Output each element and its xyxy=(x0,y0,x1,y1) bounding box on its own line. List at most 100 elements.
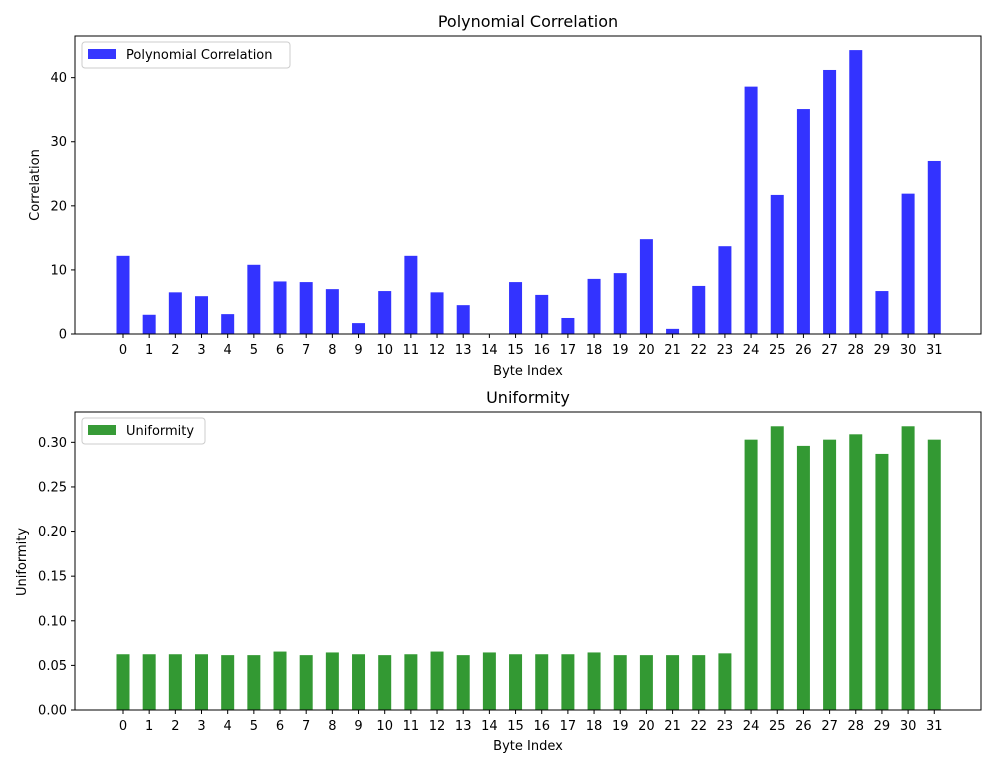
bar-17 xyxy=(561,317,575,334)
x-tick-label: 10 xyxy=(376,343,393,358)
y-tick-label: 20 xyxy=(50,199,67,214)
bar-23 xyxy=(718,246,732,334)
bar-5 xyxy=(247,655,261,710)
bar-13 xyxy=(456,305,470,334)
bar-11 xyxy=(404,654,418,710)
x-tick-label: 13 xyxy=(455,343,472,358)
bar-25 xyxy=(770,426,784,710)
bar-20 xyxy=(639,239,653,334)
bar-10 xyxy=(378,655,392,710)
bar-13 xyxy=(456,655,470,710)
x-tick-label: 16 xyxy=(533,719,550,734)
x-tick-label: 16 xyxy=(533,343,550,358)
x-tick-label: 22 xyxy=(690,719,707,734)
x-tick-label: 8 xyxy=(328,343,336,358)
bar-30 xyxy=(901,426,915,710)
y-tick-label: 0.00 xyxy=(38,704,67,719)
x-tick-label: 9 xyxy=(354,343,362,358)
y-tick-label: 0.25 xyxy=(38,480,67,495)
x-tick-label: 18 xyxy=(586,719,603,734)
y-tick-label: 0.20 xyxy=(38,525,67,540)
bar-21 xyxy=(666,655,680,710)
x-tick-label: 1 xyxy=(145,343,153,358)
legend: Uniformity xyxy=(81,417,206,445)
bar-27 xyxy=(823,69,837,334)
y-ticks: 0.00 0.05 0.10 0.15 0.20 0.25 0.30 xyxy=(38,436,75,719)
legend-label: Uniformity xyxy=(126,424,194,439)
x-tick-label: 1 xyxy=(145,719,153,734)
bar-6 xyxy=(273,281,287,334)
bar-28 xyxy=(849,50,863,334)
bar-22 xyxy=(692,285,706,334)
bar-19 xyxy=(613,655,627,710)
bar-4 xyxy=(221,314,235,334)
bar-15 xyxy=(509,282,523,334)
bar-18 xyxy=(587,278,601,334)
bar-17 xyxy=(561,654,575,710)
x-tick-label: 14 xyxy=(481,719,498,734)
y-tick-label: 0 xyxy=(59,328,67,343)
x-tick-label: 10 xyxy=(376,719,393,734)
legend-box xyxy=(81,41,291,69)
x-tick-label: 0 xyxy=(119,719,127,734)
x-tick-label: 29 xyxy=(874,719,891,734)
bar-31 xyxy=(927,160,941,334)
x-tick-label: 17 xyxy=(560,719,577,734)
x-tick-label: 28 xyxy=(847,343,864,358)
legend-box xyxy=(81,417,206,445)
x-tick-label: 7 xyxy=(302,343,310,358)
x-tick-label: 20 xyxy=(638,343,655,358)
bar-7 xyxy=(299,282,313,334)
y-axis-label: Correlation xyxy=(28,149,43,221)
x-tick-label: 26 xyxy=(795,719,812,734)
x-tick-label: 15 xyxy=(507,719,524,734)
bar-25 xyxy=(770,194,784,334)
x-axis-label: Byte Index xyxy=(493,739,563,754)
bar-22 xyxy=(692,655,706,710)
chart-title: Polynomial Correlation xyxy=(438,12,618,31)
bar-3 xyxy=(195,654,209,710)
x-tick-label: 31 xyxy=(926,343,943,358)
plot-frame xyxy=(74,411,982,711)
x-tick-label: 25 xyxy=(769,343,786,358)
x-tick-label: 8 xyxy=(328,719,336,734)
x-tick-label: 5 xyxy=(250,719,258,734)
x-ticks: 0 1 2 3 4 5 6 7 8 9 10 11 12 13 14 15 16 17 18 19 20 21 22 23 24… xyxy=(119,334,943,358)
bar-26 xyxy=(796,109,810,334)
x-tick-label: 20 xyxy=(638,719,655,734)
x-tick-label: 19 xyxy=(612,343,629,358)
bar-1 xyxy=(142,654,156,710)
bar-8 xyxy=(325,289,339,334)
y-tick-label: 40 xyxy=(50,71,67,86)
x-tick-label: 30 xyxy=(900,719,917,734)
x-ticks: 0 1 2 3 4 5 6 7 8 9 10 11 12 13 14 15 16 17 18 19 20 21 22 23 24… xyxy=(119,710,943,734)
x-tick-label: 12 xyxy=(429,719,446,734)
bar-5 xyxy=(247,264,261,334)
bar-21 xyxy=(666,328,680,334)
bar-0 xyxy=(116,255,130,334)
x-tick-label: 27 xyxy=(821,719,838,734)
bar-7 xyxy=(299,655,313,710)
y-tick-label: 30 xyxy=(50,135,67,150)
x-tick-label: 12 xyxy=(429,343,446,358)
bar-18 xyxy=(587,652,601,710)
x-tick-label: 29 xyxy=(874,343,891,358)
bar-4 xyxy=(221,655,235,710)
x-tick-label: 6 xyxy=(276,719,284,734)
x-tick-label: 2 xyxy=(171,719,179,734)
bars-group xyxy=(116,50,941,334)
bar-1 xyxy=(142,314,156,334)
x-tick-label: 3 xyxy=(197,719,205,734)
x-tick-label: 23 xyxy=(717,343,734,358)
bar-11 xyxy=(404,255,418,334)
x-tick-label: 25 xyxy=(769,719,786,734)
x-axis-label: Byte Index xyxy=(493,364,563,379)
correlation-chart: Polynomial Correlation Byte Index Correl… xyxy=(28,12,982,379)
x-tick-label: 3 xyxy=(197,343,205,358)
x-tick-label: 24 xyxy=(743,719,760,734)
x-tick-label: 13 xyxy=(455,719,472,734)
y-ticks: 0 10 20 30 40 xyxy=(50,71,75,343)
chart-title: Uniformity xyxy=(486,388,570,407)
x-tick-label: 2 xyxy=(171,343,179,358)
bar-15 xyxy=(509,654,523,710)
